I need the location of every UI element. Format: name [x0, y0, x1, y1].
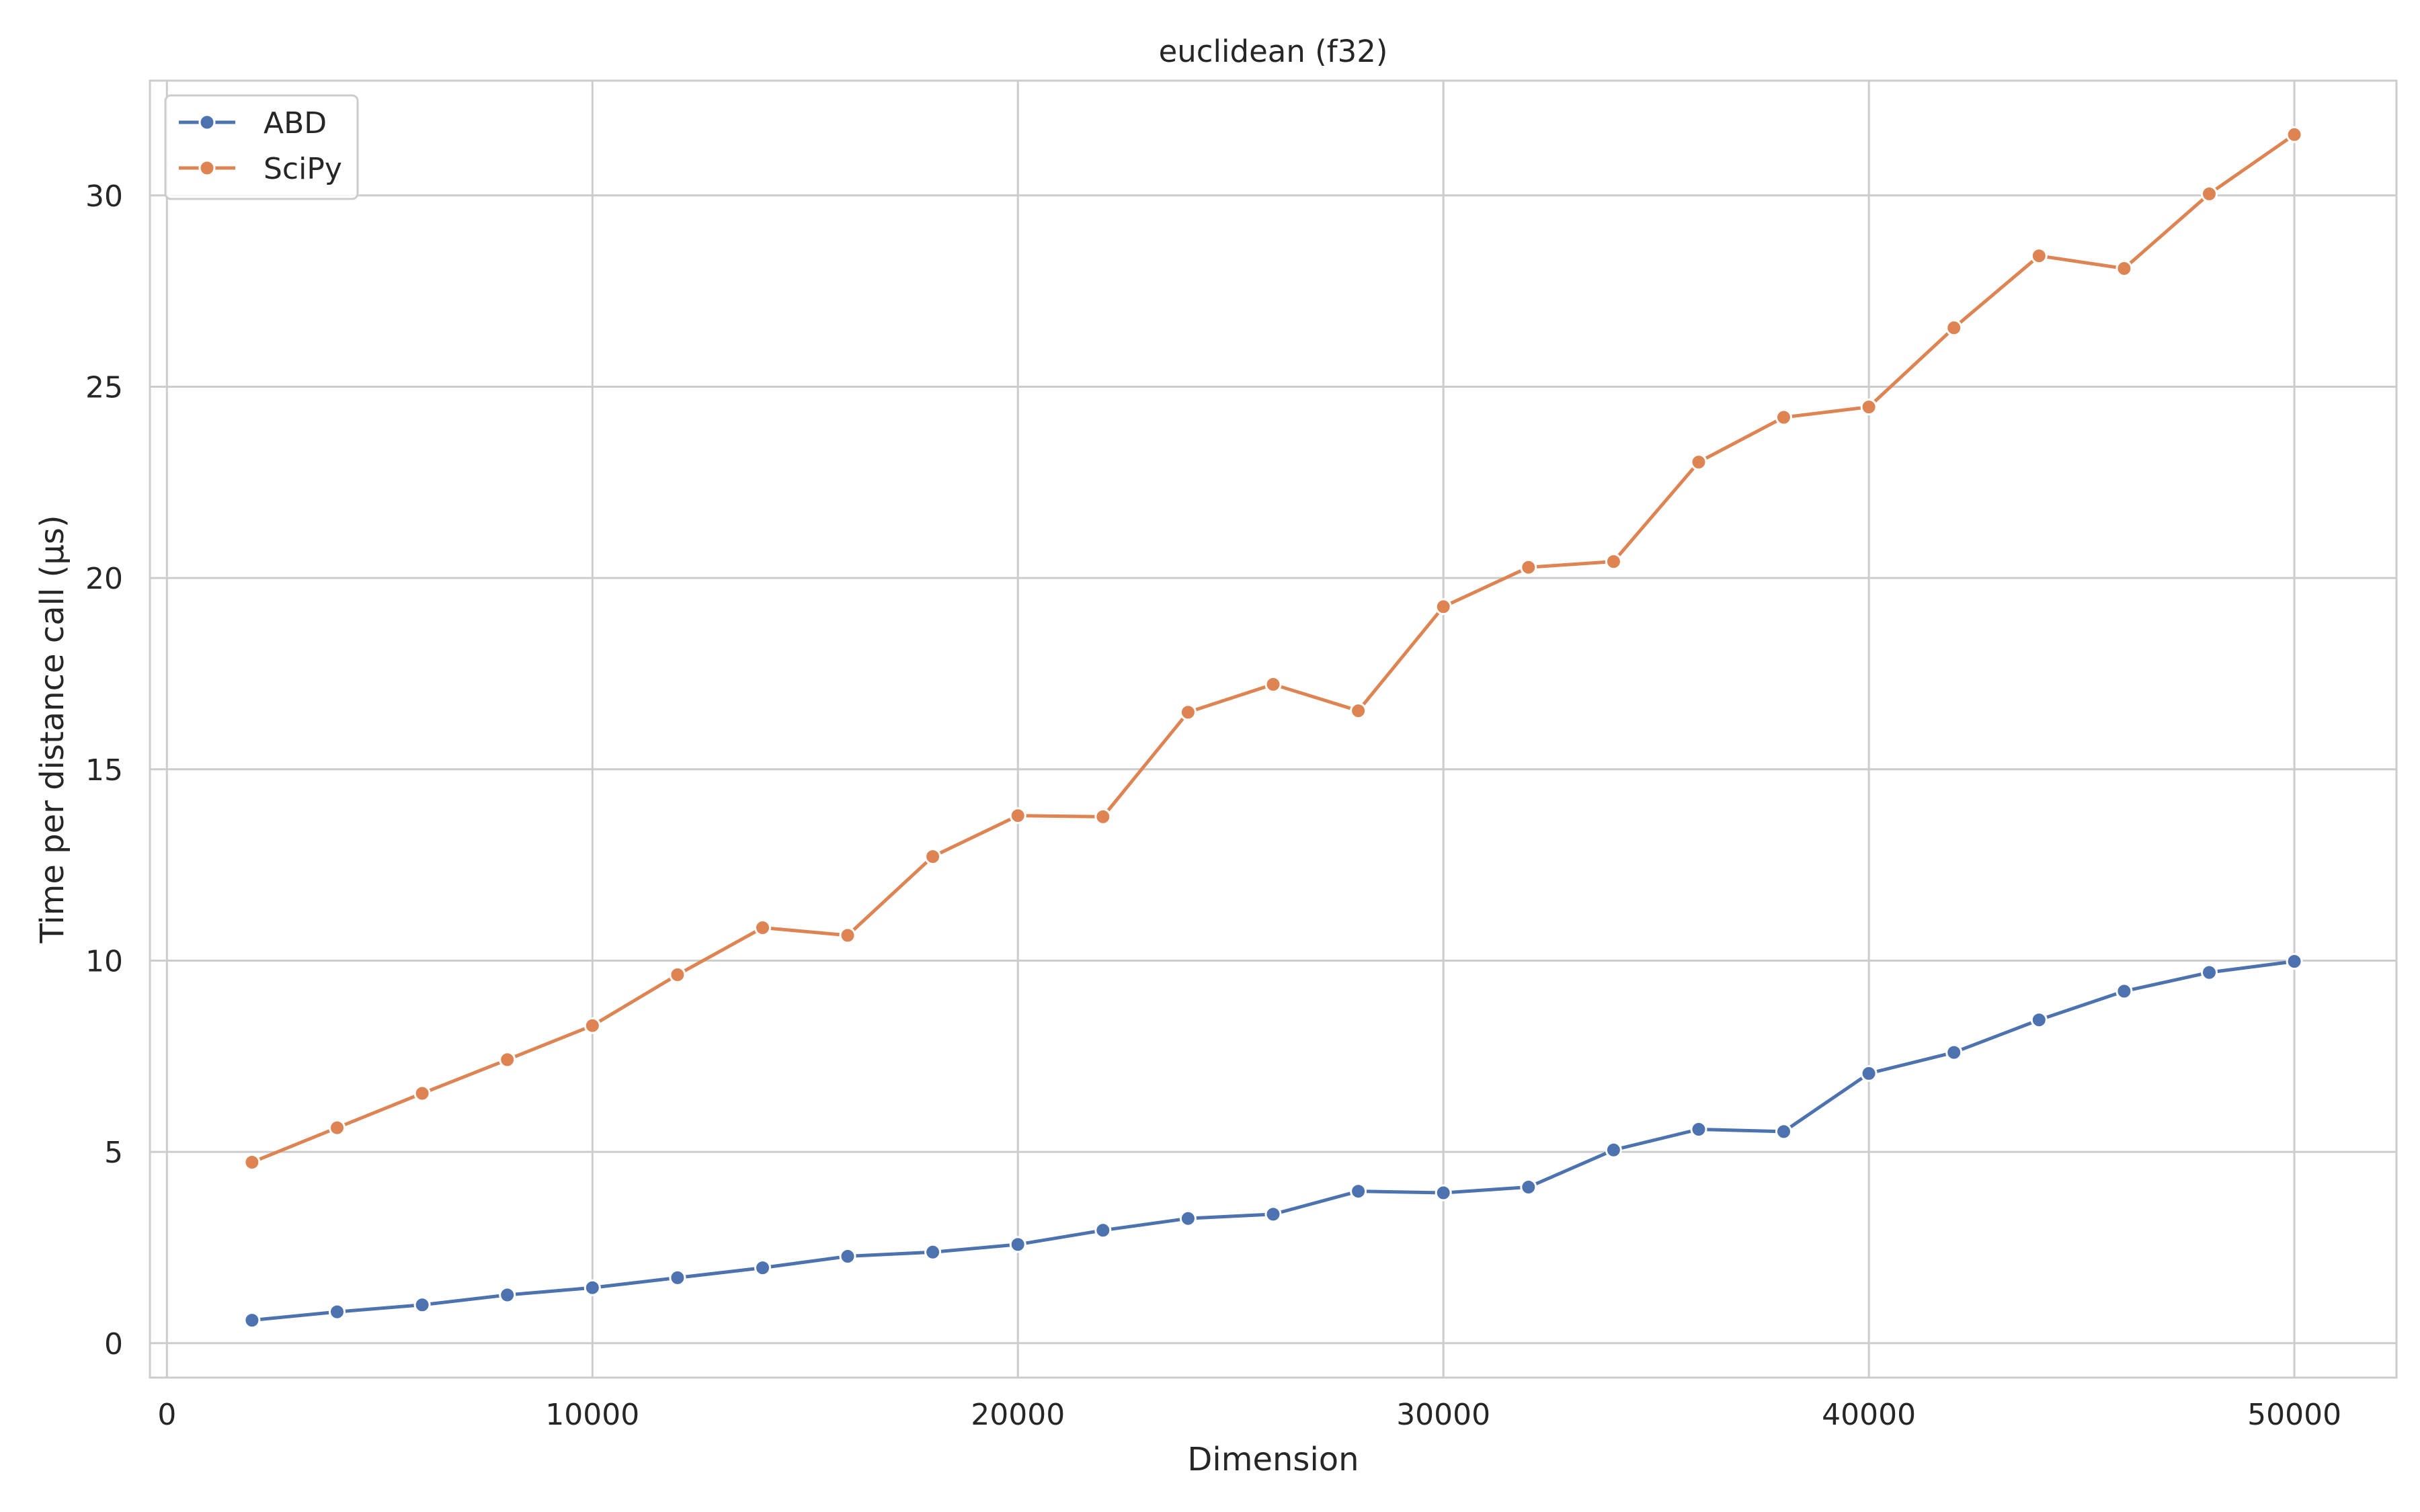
y-tick-label: 10: [85, 944, 123, 978]
data-point-scipy: [1179, 704, 1197, 721]
grid: [150, 81, 2396, 1378]
data-point-abd: [243, 1312, 261, 1329]
data-point-abd: [1945, 1044, 1963, 1061]
data-point-abd: [1860, 1064, 1878, 1082]
legend-label-scipy: SciPy: [264, 152, 342, 186]
x-axis-label: Dimension: [1187, 1441, 1359, 1478]
data-point-scipy: [1775, 409, 1792, 426]
data-point-scipy: [499, 1051, 516, 1068]
data-point-abd: [1520, 1179, 1537, 1195]
x-tick-label: 10000: [545, 1398, 639, 1432]
data-point-scipy: [583, 1017, 601, 1034]
data-point-abd: [1009, 1236, 1026, 1253]
data-point-abd: [1775, 1123, 1792, 1140]
y-tick-label: 5: [104, 1136, 123, 1170]
data-point-scipy: [1945, 319, 1963, 337]
data-point-scipy: [243, 1154, 261, 1171]
x-tick-label: 0: [157, 1398, 176, 1432]
data-point-scipy: [669, 966, 686, 983]
data-point-abd: [413, 1296, 431, 1314]
legend-label-abd: ABD: [264, 106, 327, 140]
data-point-abd: [1605, 1141, 1622, 1159]
data-point-abd: [1435, 1184, 1452, 1202]
data-point-scipy: [2030, 247, 2048, 265]
data-point-scipy: [924, 848, 942, 866]
data-point-scipy: [1860, 398, 1878, 416]
data-point-scipy: [1350, 702, 1367, 720]
data-point-abd: [1690, 1121, 1707, 1138]
x-tick-label: 40000: [1822, 1398, 1916, 1432]
data-point-scipy: [1605, 553, 1622, 571]
data-point-abd: [924, 1243, 942, 1261]
tick-labels: 0 10000 20000 30000 40000 50000 0 5 10 15 20 25 30: [85, 179, 2341, 1432]
data-point-scipy: [2286, 126, 2303, 143]
data-point-abd: [754, 1259, 771, 1277]
data-point-scipy: [1690, 454, 1707, 471]
data-point-scipy: [754, 919, 771, 936]
plot-area-frame: [149, 79, 2398, 1379]
data-point-scipy: [1264, 675, 1282, 693]
data-point-scipy: [1009, 807, 1026, 825]
data-point-abd: [583, 1279, 601, 1296]
data-point-abd: [669, 1269, 686, 1286]
data-point-abd: [839, 1248, 856, 1265]
y-tick-label: 15: [85, 753, 123, 788]
legend-marker-scipy: [198, 159, 216, 177]
x-tick-label: 20000: [971, 1398, 1065, 1432]
legend: ABD SciPy: [164, 94, 359, 200]
data-point-abd: [1350, 1183, 1367, 1200]
x-tick-label: 50000: [2247, 1398, 2341, 1432]
data-point-abd: [2286, 953, 2303, 970]
data-point-abd: [2201, 964, 2218, 981]
data-point-scipy: [413, 1085, 431, 1102]
y-tick-label: 0: [104, 1327, 123, 1361]
y-tick-label: 30: [85, 179, 123, 214]
data-point-abd: [329, 1303, 346, 1320]
data-point-abd: [2115, 982, 2133, 1000]
data-point-scipy: [1435, 598, 1452, 616]
data-point-abd: [499, 1286, 516, 1304]
data-point-scipy: [1520, 558, 1537, 576]
data-point-abd: [2030, 1011, 2048, 1029]
y-tick-label: 20: [85, 562, 123, 596]
data-point-scipy: [329, 1119, 346, 1136]
data-point-scipy: [1094, 808, 1112, 825]
data-point-abd: [1094, 1222, 1112, 1239]
series: [243, 126, 2303, 1329]
data-point-scipy: [2115, 260, 2133, 277]
chart-title: euclidean (f32): [1159, 34, 1388, 69]
y-axis-label: Time per distance call (µs): [34, 515, 71, 943]
data-point-abd: [1179, 1210, 1197, 1227]
legend-marker-abd: [198, 114, 216, 131]
x-tick-label: 30000: [1396, 1398, 1490, 1432]
data-point-scipy: [839, 927, 856, 944]
data-point-abd: [1264, 1206, 1282, 1223]
data-point-scipy: [2201, 185, 2218, 202]
y-tick-label: 25: [85, 370, 123, 405]
